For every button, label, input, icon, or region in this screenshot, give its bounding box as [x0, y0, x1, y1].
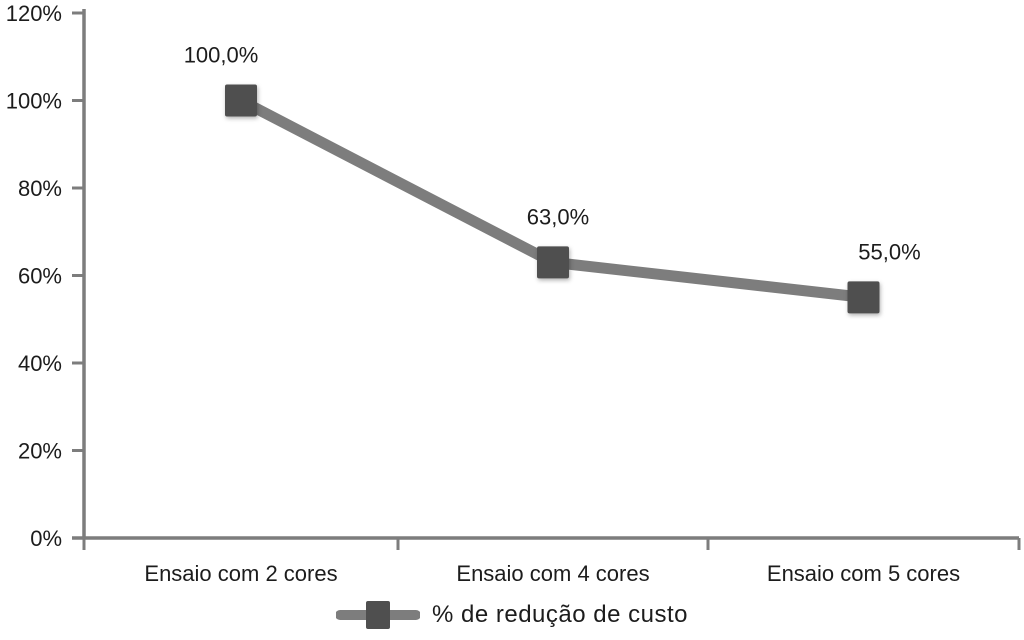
y-axis-tick-label: 120% — [6, 1, 62, 26]
data-point-marker — [225, 84, 257, 117]
x-axis-category-label: Ensaio com 2 cores — [144, 561, 337, 586]
legend-marker-icon — [336, 601, 420, 629]
data-point-label: 100,0% — [184, 43, 259, 68]
legend-label: % de redução de custo — [432, 601, 688, 628]
data-point-label: 55,0% — [858, 239, 920, 264]
data-point-label: 63,0% — [527, 204, 589, 229]
y-axis-tick-label: 20% — [18, 439, 62, 464]
y-axis-tick-label: 100% — [6, 89, 62, 114]
x-axis-category-label: Ensaio com 5 cores — [767, 561, 960, 586]
data-point-marker — [847, 281, 880, 314]
x-axis-category-label: Ensaio com 4 cores — [456, 561, 649, 586]
data-point-marker — [537, 246, 569, 279]
y-axis-tick-label: 0% — [30, 526, 62, 551]
y-axis-tick-label: 60% — [18, 264, 62, 289]
y-axis-tick-label: 40% — [18, 351, 62, 376]
chart-legend: % de redução de custo — [0, 598, 1024, 632]
y-axis-tick-label: 80% — [18, 176, 62, 201]
